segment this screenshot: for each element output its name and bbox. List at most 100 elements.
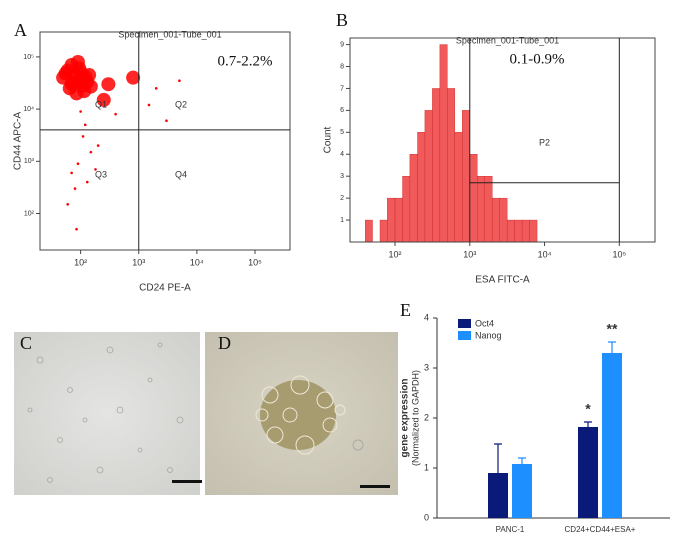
histogram-bar (506, 219, 515, 243)
quadrant-label: Q1 (95, 99, 107, 109)
bar (488, 473, 508, 518)
panel-label: D (218, 333, 231, 353)
x-tick-label: 10² (389, 249, 402, 259)
data-point (96, 92, 111, 107)
histogram-bar (424, 110, 433, 243)
quadrant-label: Q4 (175, 169, 187, 179)
panel-label: C (20, 333, 32, 353)
data-point (126, 70, 141, 85)
data-point (81, 135, 85, 138)
quadrant-label: Q3 (95, 169, 107, 179)
x-tick-label: 10⁵ (248, 257, 262, 267)
error-bar (584, 421, 592, 427)
histogram-bar (409, 154, 418, 243)
x-tick-label: CD24+CD44+ESA+ (565, 525, 636, 534)
legend-label: Oct4 (475, 318, 494, 328)
chart-title: Specimen_001-Tube_001 (456, 35, 559, 45)
histogram-bar (417, 132, 426, 243)
x-tick-label: PANC-1 (496, 525, 525, 534)
y-tick-label: 10³ (24, 158, 35, 165)
y-tick-label: 3 (340, 173, 344, 180)
y-tick-label: 5 (340, 129, 344, 136)
error-bar (608, 341, 616, 353)
significance-mark: * (585, 401, 591, 417)
panel-label: E (400, 300, 411, 320)
y-axis-label: gene expression (400, 379, 411, 458)
histogram-bar (514, 219, 523, 243)
histogram-bar (484, 175, 493, 243)
data-point (70, 171, 73, 175)
bar (578, 427, 598, 518)
data-point (154, 87, 158, 90)
histogram-bar (447, 88, 456, 243)
y-tick-label: 7 (340, 85, 344, 92)
gate-label: P2 (539, 137, 550, 147)
y-tick-label: 9 (340, 41, 344, 48)
panel-label: A (14, 20, 27, 40)
legend-swatch (458, 319, 471, 328)
data-point (89, 150, 93, 154)
data-point (82, 68, 97, 83)
plot-frame (349, 37, 656, 243)
histogram-bar (469, 154, 478, 243)
legend-swatch (458, 331, 471, 340)
histogram-bar (387, 197, 396, 243)
y-axis-label: Count (323, 126, 334, 153)
histogram-bar (365, 219, 373, 243)
histogram-bar (454, 132, 463, 243)
annotation: 0.7-2.2% (218, 53, 273, 69)
histogram-bar (521, 219, 530, 243)
y-tick-label: 3 (424, 362, 429, 372)
error-bar (494, 443, 502, 473)
data-point (58, 66, 73, 81)
data-point (147, 103, 151, 107)
histogram-bar (499, 197, 508, 243)
bar (602, 353, 622, 518)
y-tick-label: 2 (340, 195, 344, 202)
data-point (73, 187, 77, 190)
x-tick-label: 10⁵ (612, 249, 626, 259)
data-point (83, 123, 87, 127)
data-point (66, 203, 70, 206)
legend-label: Nanog (475, 330, 502, 340)
error-bar (518, 457, 526, 464)
data-point (77, 84, 92, 99)
data-point (96, 144, 100, 147)
x-tick-label: 10³ (132, 257, 145, 267)
data-point (66, 75, 81, 90)
data-point (101, 77, 116, 92)
chart-title: Specimen_001-Tube_001 (118, 29, 221, 39)
x-tick-label: 10⁴ (190, 257, 204, 267)
data-point (85, 180, 89, 184)
y-tick-label: 4 (340, 151, 344, 158)
y-tick-label: 10⁵ (23, 54, 34, 61)
y-tick-label: 10² (24, 210, 35, 217)
annotation: 0.1-0.9% (510, 51, 565, 67)
x-axis-label: ESA FITC-A (475, 275, 530, 286)
histogram-bar (439, 44, 448, 243)
histogram-bar (379, 219, 388, 243)
y-tick-label: 2 (424, 412, 429, 422)
data-point (76, 162, 80, 165)
y-tick-label: 1 (340, 217, 344, 224)
quadrant-label: Q2 (175, 99, 187, 109)
data-point (75, 227, 78, 231)
x-tick-label: 10² (74, 257, 87, 267)
data-point (94, 168, 97, 171)
x-tick-label: 10⁴ (538, 249, 552, 259)
histogram-bar (402, 175, 411, 243)
histogram-bar (477, 175, 485, 243)
significance-mark: ** (607, 321, 618, 337)
data-point (79, 110, 82, 113)
data-point (178, 79, 181, 83)
bar (512, 464, 532, 518)
y-tick-label: 8 (340, 63, 344, 70)
histogram-bar (462, 110, 470, 243)
y-tick-label: 10⁴ (23, 106, 34, 113)
x-tick-label: 10³ (463, 249, 476, 259)
histogram-bar (394, 197, 403, 243)
y-axis-label: CD44 APC-A (13, 111, 24, 170)
x-axis-label: CD24 PE-A (139, 283, 191, 294)
data-point (70, 54, 85, 69)
